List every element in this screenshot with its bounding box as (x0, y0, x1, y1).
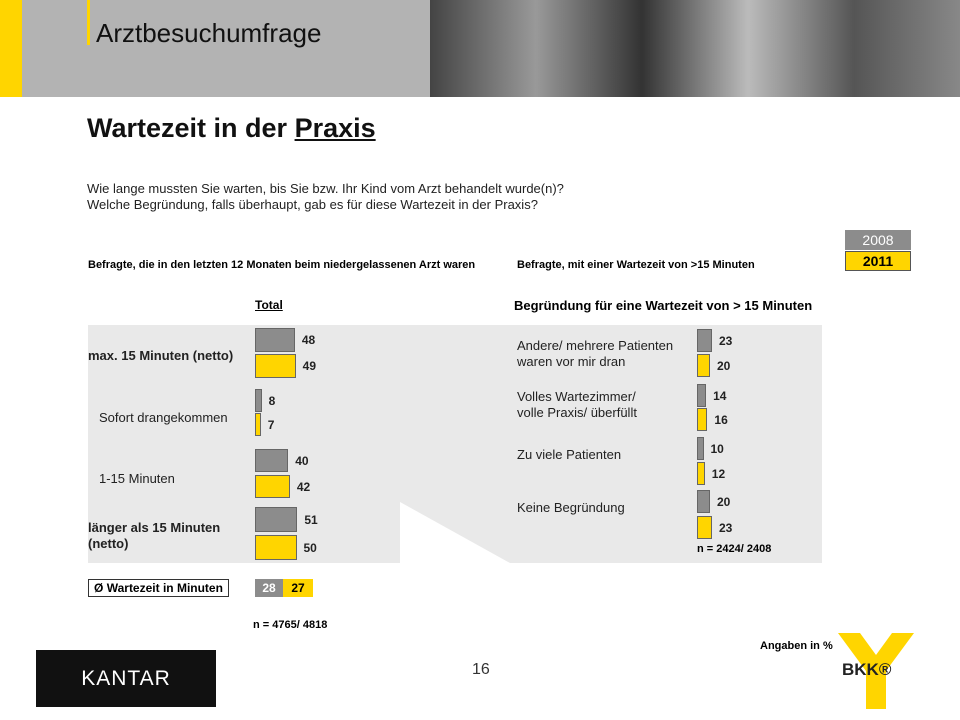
value-label: 23 (718, 520, 733, 535)
base-label: Befragte, mit einer Wartezeit von >15 Mi… (517, 259, 755, 271)
bar (255, 389, 262, 412)
value-label: 20 (717, 358, 731, 373)
category-label: Volles Wartezimmer/ volle Praxis/ überfü… (517, 389, 637, 420)
bar (255, 449, 289, 472)
chart-title: Total (255, 298, 283, 312)
category-label: max. 15 Minuten (netto) (88, 348, 234, 363)
value-label: 7 (267, 417, 275, 432)
bkk-symbol (838, 633, 914, 709)
heading-text: Wartezeit in der (87, 113, 288, 143)
bkk-logo: BKK® (842, 660, 892, 679)
value-label: 42 (296, 479, 311, 494)
title-bar (87, 0, 90, 45)
heading-underlined: Praxis (294, 113, 376, 143)
base-note: n = 4765/ 4818 (253, 619, 328, 631)
sample-note: n = 2424/ 2408 (697, 543, 772, 555)
kantar-logo: KANTAR HEALTH (36, 650, 216, 707)
value-label: 16 (714, 412, 728, 427)
bar (697, 516, 712, 539)
right-panel (510, 325, 822, 563)
category-label: Keine Begründung (517, 500, 625, 515)
header-accent (0, 0, 22, 97)
legend-2011: 2011 (845, 251, 911, 271)
category-label: 1-15 Minuten (99, 471, 175, 486)
category-label: Sofort drangekommen (99, 410, 228, 425)
bar (255, 413, 261, 436)
header-band (0, 0, 430, 97)
value-label: 51 (304, 512, 318, 527)
page-number: 16 (472, 661, 490, 678)
header-photos (430, 0, 960, 97)
chart-title: Begründung für eine Wartezeit von > 15 M… (514, 298, 813, 313)
left-panel (88, 325, 400, 563)
bar (255, 475, 290, 498)
value-label: 48 (301, 333, 316, 347)
bar (697, 408, 708, 431)
question: Wie lange mussten Sie warten, bis Sie bz… (87, 181, 564, 196)
bar (255, 328, 295, 352)
bar (255, 354, 296, 378)
heading: Wartezeit in der Praxis (87, 113, 376, 144)
bar (697, 490, 710, 513)
unit-note: Angaben in % (760, 640, 833, 652)
category-label: Andere/ mehrere Patienten waren vor mir … (517, 338, 674, 369)
header-title: Arztbesuchumfrage (96, 18, 322, 48)
value-label: 10 (710, 441, 724, 456)
value-label: 49 (302, 359, 317, 373)
legend-2008: 2008 (845, 230, 911, 250)
average-2008: 28 (255, 579, 283, 597)
value-label: 8 (268, 393, 276, 408)
average-2011: 27 (283, 579, 313, 597)
bar (697, 462, 705, 485)
value-label: 40 (295, 453, 309, 468)
bar (697, 437, 704, 460)
value-label: 23 (718, 333, 733, 348)
bar (697, 329, 712, 352)
question: Welche Begründung, falls überhaupt, gab … (87, 197, 538, 212)
value-label: 14 (713, 388, 727, 403)
bar (697, 354, 710, 377)
bar (255, 507, 298, 532)
value-label: 12 (711, 466, 726, 481)
value-label: 50 (303, 540, 317, 555)
category-label: länger als 15 Minuten (netto) (88, 520, 221, 551)
bar (697, 384, 707, 407)
connector (400, 325, 510, 563)
bar (255, 535, 297, 560)
value-label: 20 (717, 494, 731, 509)
base-label: Befragte, die in den letzten 12 Monaten … (88, 259, 476, 271)
average-label: Ø Wartezeit in Minuten (88, 579, 229, 597)
category-label: Zu viele Patienten (517, 447, 622, 462)
